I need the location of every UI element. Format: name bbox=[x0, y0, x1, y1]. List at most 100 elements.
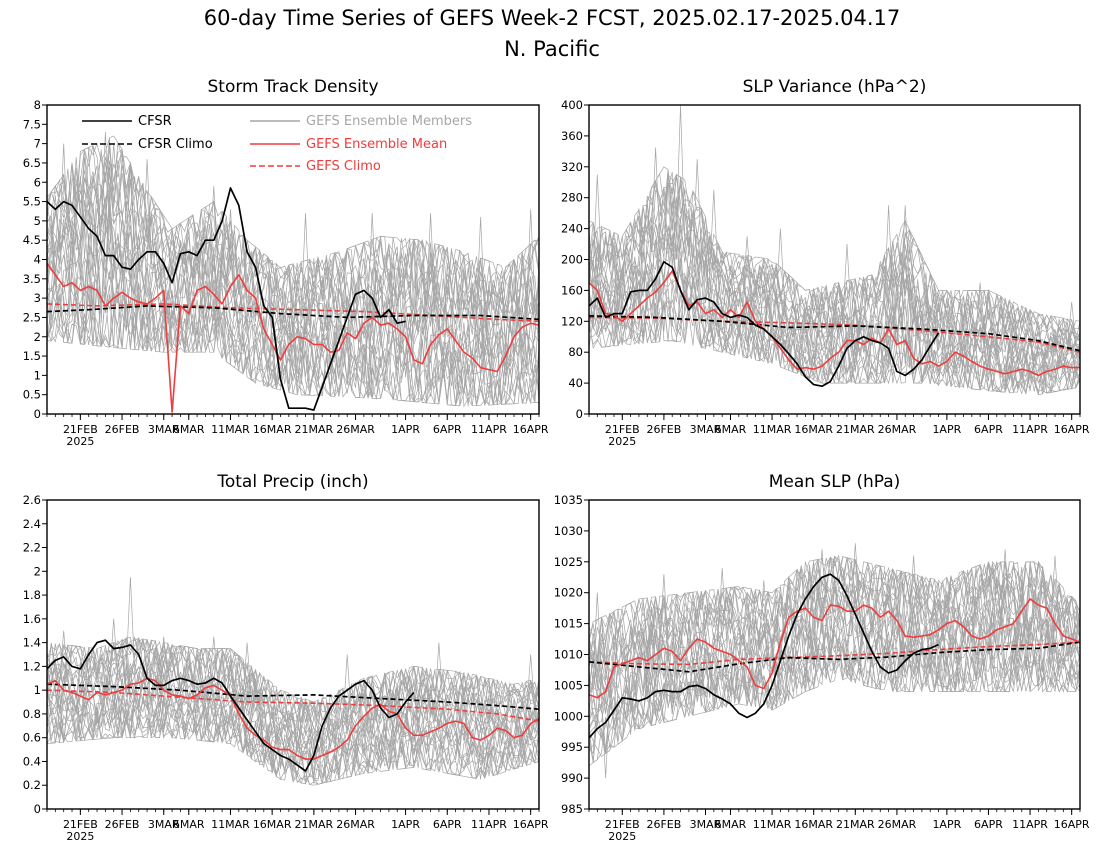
y-axis: 985 990 995 1000 1005 1010 1015 1020 1025 1030 103… bbox=[554, 493, 589, 816]
ensemble-member-line bbox=[589, 637, 1080, 739]
x-tick-label: 16APR bbox=[513, 818, 549, 831]
x-tick-label: 6APR bbox=[974, 423, 1003, 436]
ensemble-member-line bbox=[589, 233, 1080, 378]
ensemble-member-line bbox=[47, 271, 539, 407]
ensemble-member-spike bbox=[208, 636, 220, 696]
y-tick-label: 2.5 bbox=[23, 310, 41, 324]
x-tick-label: 11APR bbox=[471, 423, 507, 436]
panel-4: Mean SLP (hPa) 985 990 995 1000 1005 1010 1015 1… bbox=[554, 472, 1090, 843]
y-tick-label: 0.2 bbox=[23, 778, 41, 792]
x-tick-label: 16APR bbox=[1054, 423, 1090, 436]
ensemble-member-line bbox=[47, 135, 539, 302]
ensemble-member-line bbox=[589, 558, 1080, 695]
series-gefs-ensemble-mean bbox=[589, 598, 1080, 699]
y-tick-label: 1015 bbox=[554, 617, 583, 631]
ensemble-member-spike bbox=[158, 636, 170, 691]
ensemble-members bbox=[589, 105, 1080, 396]
ensemble-member-line bbox=[589, 247, 1080, 391]
ensemble-member-spike bbox=[208, 186, 220, 277]
ensemble-member-spike bbox=[591, 174, 603, 287]
x-year-label: 2025 bbox=[66, 830, 94, 843]
x-tick-label: 6APR bbox=[974, 818, 1003, 831]
x-tick-label: 1APR bbox=[932, 818, 961, 831]
x-tick-label: 11MAR bbox=[753, 423, 792, 436]
y-axis: 0 40 80 120 160 200 240 280 320 360 400 bbox=[561, 98, 589, 421]
y-tick-label: 160 bbox=[561, 283, 583, 297]
ensemble-member-spike bbox=[425, 213, 436, 323]
y-tick-label: 2.2 bbox=[23, 541, 41, 555]
ensemble-member-line bbox=[47, 197, 539, 378]
series-lines bbox=[589, 573, 1080, 739]
x-tick-label: 16MAR bbox=[794, 423, 833, 436]
ensemble-member-line bbox=[47, 170, 539, 350]
series-cfsr bbox=[47, 639, 415, 772]
y-tick-label: 5.5 bbox=[23, 195, 41, 209]
ensemble-member-line bbox=[47, 182, 539, 360]
legend-label-cfsr-climo: CFSR Climo bbox=[138, 137, 213, 152]
x-tick-label: 26MAR bbox=[336, 818, 375, 831]
ensemble-member-line bbox=[589, 556, 1080, 641]
x-tick-label: 3MAR bbox=[148, 423, 180, 436]
y-tick-label: 0.8 bbox=[23, 707, 41, 721]
y-tick-label: 8 bbox=[34, 98, 41, 112]
ensemble-member-spike bbox=[675, 105, 686, 260]
y-tick-label: 1 bbox=[34, 683, 41, 697]
ensemble-member-spike bbox=[100, 131, 111, 244]
ensemble-member-line bbox=[47, 233, 539, 394]
x-tick-label: 21FEB bbox=[605, 818, 640, 831]
y-tick-label: 1030 bbox=[554, 524, 583, 538]
y-tick-label: 1.5 bbox=[23, 349, 41, 363]
ensemble-member-line bbox=[589, 556, 1080, 685]
series-gefs-ensemble-mean bbox=[47, 677, 539, 760]
y-tick-label: 2 bbox=[34, 564, 41, 578]
ensemble-members bbox=[47, 131, 539, 408]
x-tick-label: 21MAR bbox=[836, 818, 875, 831]
panel-title: Total Precip (inch) bbox=[216, 472, 368, 492]
panel-title: Storm Track Density bbox=[207, 77, 378, 97]
ensemble-member-spike bbox=[125, 162, 136, 257]
series-lines bbox=[47, 187, 539, 413]
series-gefs-climo bbox=[589, 641, 1080, 666]
ensemble-member-spike bbox=[658, 574, 670, 660]
ensemble-member-spike bbox=[125, 577, 136, 688]
ensemble-member-spike bbox=[741, 236, 753, 307]
ensemble-member-spike bbox=[883, 205, 894, 316]
x-tick-label: 26MAR bbox=[878, 423, 917, 436]
x-tick-label: 6APR bbox=[433, 423, 462, 436]
y-tick-label: 240 bbox=[561, 222, 583, 236]
ensemble-member-line bbox=[589, 554, 1080, 661]
ensemble-member-line bbox=[47, 636, 539, 723]
ensemble-member-line bbox=[47, 225, 539, 381]
ensemble-member-spike bbox=[716, 567, 728, 649]
y-tick-label: 320 bbox=[561, 160, 583, 174]
series-cfsr bbox=[589, 260, 940, 388]
panel-2: SLP Variance (hPa^2) 0 40 80 120 160 200 240 280… bbox=[561, 77, 1090, 448]
ensemble-member-spike bbox=[758, 580, 770, 650]
ensemble-member-line bbox=[589, 642, 1080, 766]
ensemble-member-spike bbox=[58, 630, 70, 694]
ensemble-member-line bbox=[589, 172, 1080, 343]
y-tick-label: 5 bbox=[34, 214, 41, 228]
ensemble-member-spike bbox=[908, 555, 919, 633]
x-tick-label: 21MAR bbox=[295, 818, 334, 831]
y-tick-label: 1020 bbox=[554, 586, 583, 600]
y-tick-label: 280 bbox=[561, 191, 583, 205]
ensemble-member-line bbox=[47, 217, 539, 387]
x-tick-label: 11MAR bbox=[211, 818, 250, 831]
x-tick-label: 3MAR bbox=[690, 818, 722, 831]
series-cfsr bbox=[47, 187, 406, 411]
legend-label-cfsr: CFSR bbox=[138, 114, 172, 129]
y-tick-label: 1025 bbox=[554, 555, 583, 569]
x-tick-label: 1APR bbox=[932, 423, 961, 436]
series-lines bbox=[589, 260, 1080, 388]
y-tick-label: 80 bbox=[568, 345, 583, 359]
ensemble-member-spike bbox=[525, 209, 537, 324]
series-cfsr-climo bbox=[47, 683, 539, 711]
ensemble-member-line bbox=[589, 173, 1080, 357]
ensemble-members bbox=[47, 577, 539, 786]
y-tick-label: 4 bbox=[34, 253, 41, 267]
y-tick-label: 2.6 bbox=[23, 493, 41, 507]
ensemble-member-spike bbox=[974, 282, 986, 341]
